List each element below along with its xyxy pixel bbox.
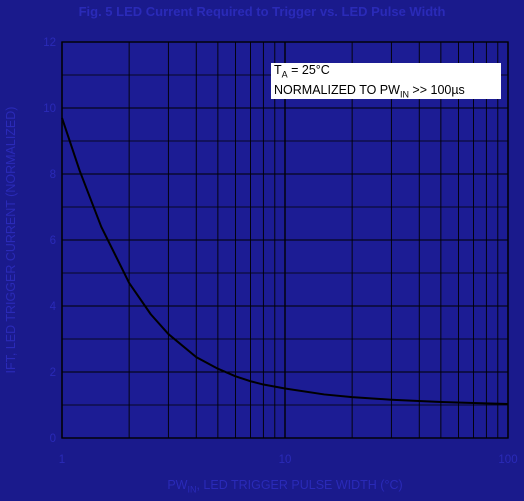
y-tick-label: 2: [50, 367, 56, 379]
chart-title: Fig. 5 LED Current Required to Trigger v…: [78, 4, 446, 19]
annotation-box: TA = 25°C NORMALIZED TO PWIN >> 100µs: [271, 63, 501, 99]
annotation-line-1: TA = 25°C: [274, 63, 330, 80]
x-tick-label: 1: [59, 454, 65, 466]
x-tick-label: 100: [498, 454, 517, 466]
x-tick-label: 10: [279, 454, 292, 466]
y-tick-label: 12: [43, 37, 56, 49]
plot-frame: [61, 41, 509, 439]
y-tick-label: 6: [50, 235, 56, 247]
series-line: [61, 117, 509, 406]
y-tick-label: 8: [50, 169, 56, 181]
annotation-line-2: NORMALIZED TO PWIN >> 100µs: [274, 82, 465, 100]
x-axis-label: PWIN, LED TRIGGER PULSE WIDTH (°C): [167, 478, 403, 495]
y-tick-label: 0: [50, 433, 56, 445]
y-tick-label: 10: [43, 103, 56, 115]
y-tick-label: 4: [50, 301, 57, 313]
